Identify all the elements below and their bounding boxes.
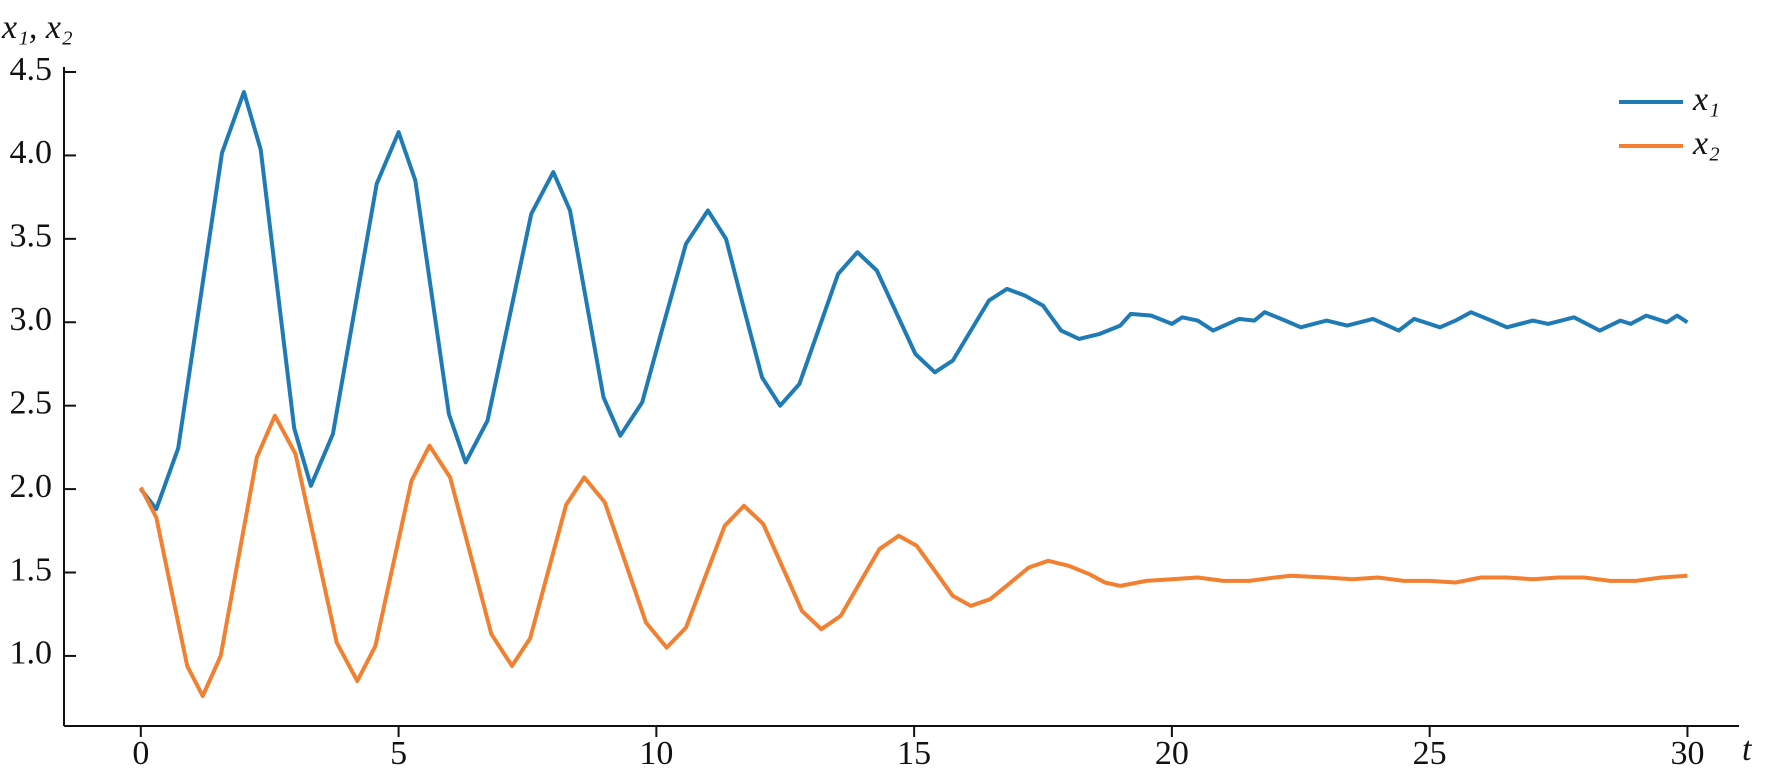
y-tick-label: 1.5	[10, 551, 53, 588]
y-tick-label: 2.0	[10, 468, 53, 505]
legend-label: x₁	[1692, 81, 1720, 118]
y-tick-label: 1.0	[10, 635, 53, 672]
x-tick-label: 20	[1155, 735, 1189, 772]
y-tick-label: 2.5	[10, 384, 53, 421]
x-tick-label: 15	[897, 735, 931, 772]
x-tick-label: 10	[639, 735, 673, 772]
x-tick-label: 30	[1670, 735, 1704, 772]
y-tick-label: 3.5	[10, 218, 53, 255]
y-tick-label: 4.5	[10, 51, 53, 88]
x-tick-label: 0	[132, 735, 149, 772]
x-tick-label: 25	[1413, 735, 1447, 772]
x-axis-label: t	[1742, 731, 1753, 768]
y-tick-label: 4.0	[10, 134, 53, 171]
line	[139, 413, 1688, 698]
y-axis-label: x₁, x₂	[1, 9, 73, 46]
legend-label: x₂	[1692, 125, 1720, 162]
y-tick-label: 3.0	[10, 301, 53, 338]
x-tick-label: 5	[390, 735, 407, 772]
line	[139, 90, 1689, 512]
